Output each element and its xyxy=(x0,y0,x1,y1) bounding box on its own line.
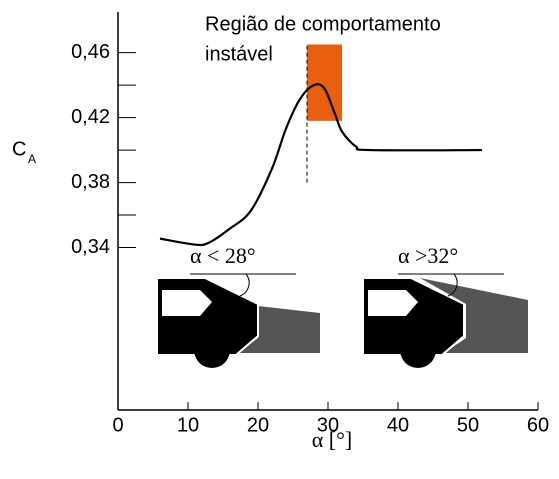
x-tick-label: 10 xyxy=(177,414,199,436)
y-tick-label: 0,42 xyxy=(71,106,110,128)
annotation: instável xyxy=(205,43,273,65)
y-tick-label: 0,34 xyxy=(71,236,110,258)
x-tick-label: 40 xyxy=(387,414,409,436)
y-axis-label-subscript: A xyxy=(28,152,36,166)
chart: Região de comportamento instável C A α [… xyxy=(0,0,559,479)
car-illustration: α < 28° xyxy=(157,243,320,368)
x-tick-label: 50 xyxy=(457,414,479,436)
y-tick-label: 0,38 xyxy=(71,171,110,193)
y-axis-label: C xyxy=(12,138,26,160)
unstable-region xyxy=(307,44,342,120)
x-tick-label: 30 xyxy=(317,414,339,436)
car-label: α < 28° xyxy=(190,243,256,268)
y-tick-label: 0,46 xyxy=(71,41,110,63)
x-tick-label: 20 xyxy=(247,414,269,436)
annotation: Região de comportamento xyxy=(205,13,441,35)
x-tick-label: 60 xyxy=(527,414,549,436)
car-illustration: α >32° xyxy=(363,243,528,368)
x-tick-label: 0 xyxy=(112,414,123,436)
car-label: α >32° xyxy=(398,243,458,268)
